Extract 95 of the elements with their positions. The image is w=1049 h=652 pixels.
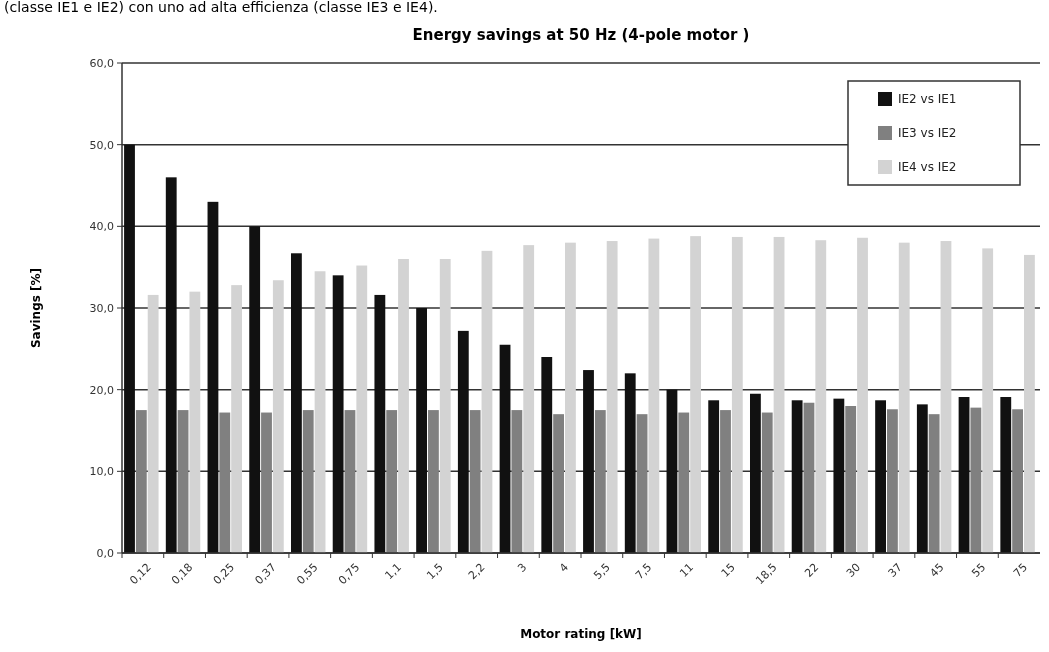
bar <box>845 406 857 553</box>
bar <box>857 237 868 553</box>
bar <box>982 248 994 553</box>
y-tick-label: 30,0 <box>89 301 114 315</box>
bar <box>636 414 648 553</box>
x-tick-label: 75 <box>1010 560 1030 580</box>
bar <box>481 250 493 553</box>
bar <box>583 370 594 553</box>
legend-label: IE3 vs IE2 <box>898 126 957 141</box>
x-tick-label: 4 <box>556 560 571 575</box>
bar <box>773 236 785 553</box>
bar <box>898 242 910 553</box>
bar <box>958 397 970 553</box>
bar <box>666 389 678 553</box>
bar <box>833 398 845 553</box>
bar <box>344 410 356 553</box>
bar <box>147 294 159 553</box>
bar <box>386 410 398 553</box>
y-tick-label: 50,0 <box>89 138 114 152</box>
x-axis-title: Motor rating [kW] <box>520 627 642 641</box>
bar <box>1024 254 1035 553</box>
bar <box>720 410 731 553</box>
bar <box>124 144 135 553</box>
bar <box>374 294 386 553</box>
x-tick-label: 3 <box>515 560 530 575</box>
bar <box>135 410 147 553</box>
x-tick-label: 22 <box>802 560 822 580</box>
bar <box>678 412 690 553</box>
bar <box>731 236 743 553</box>
bar <box>356 265 368 553</box>
bar <box>499 344 511 553</box>
bar <box>648 238 660 553</box>
y-tick-label: 60,0 <box>89 56 114 70</box>
bar <box>302 410 314 553</box>
bar <box>803 402 815 553</box>
x-tick-label: 5,5 <box>591 560 613 583</box>
bar <box>750 393 761 553</box>
bar <box>541 357 553 553</box>
bar <box>314 271 326 553</box>
bar <box>1012 409 1023 553</box>
bar <box>761 412 773 553</box>
bar <box>916 404 928 553</box>
legend-label: IE2 vs IE1 <box>898 92 957 107</box>
y-tick-label: 40,0 <box>89 220 114 234</box>
bar <box>928 414 940 553</box>
bar <box>219 412 231 553</box>
bar <box>606 241 618 553</box>
bar <box>231 285 243 553</box>
bar <box>428 410 439 553</box>
y-axis-title: Savings [%] <box>29 267 43 349</box>
x-tick-label: 15 <box>718 560 738 580</box>
bar <box>887 409 898 553</box>
bar <box>970 407 982 553</box>
bar <box>940 241 952 553</box>
bar <box>791 400 803 553</box>
bar <box>416 308 427 553</box>
bar <box>594 410 606 553</box>
x-tick-label: 55 <box>969 560 989 580</box>
bar <box>332 275 344 553</box>
bar <box>261 412 272 553</box>
bar <box>249 226 261 553</box>
x-tick-label: 37 <box>885 560 905 580</box>
bar <box>469 410 481 553</box>
bar <box>511 410 523 553</box>
bar <box>189 291 201 553</box>
x-tick-label: 11 <box>677 560 697 580</box>
bar <box>565 242 576 553</box>
bar <box>457 330 469 553</box>
bar <box>207 201 219 553</box>
x-tick-label: 2,2 <box>465 560 488 583</box>
bar <box>1000 397 1012 553</box>
x-tick-label: 1,5 <box>424 560 446 583</box>
x-tick-label: 30 <box>843 560 864 580</box>
bar <box>272 280 284 553</box>
chart-title: Energy savings at 50 Hz (4-pole motor ) <box>412 26 750 44</box>
bar <box>815 240 827 553</box>
bar <box>439 259 451 553</box>
bar <box>553 414 564 553</box>
bar <box>291 253 302 553</box>
x-tick-label: 45 <box>927 560 947 580</box>
bar <box>177 410 189 553</box>
bar <box>708 400 720 553</box>
bar <box>875 400 886 553</box>
bar <box>624 373 636 553</box>
legend-label: IE4 vs IE2 <box>898 160 957 175</box>
bar <box>523 245 535 553</box>
bar <box>690 236 702 553</box>
bar <box>398 259 409 553</box>
y-tick-label: 10,0 <box>89 465 114 479</box>
x-tick-label: 7,5 <box>632 560 655 583</box>
x-tick-label: 1,1 <box>382 560 405 583</box>
y-tick-label: 20,0 <box>89 383 114 397</box>
y-tick-label: 0,0 <box>96 546 114 560</box>
text: (classe IE1 e IE2) con uno ad alta efficienza (classe IE3 e IE4). <box>4 0 438 15</box>
bar <box>165 177 177 553</box>
